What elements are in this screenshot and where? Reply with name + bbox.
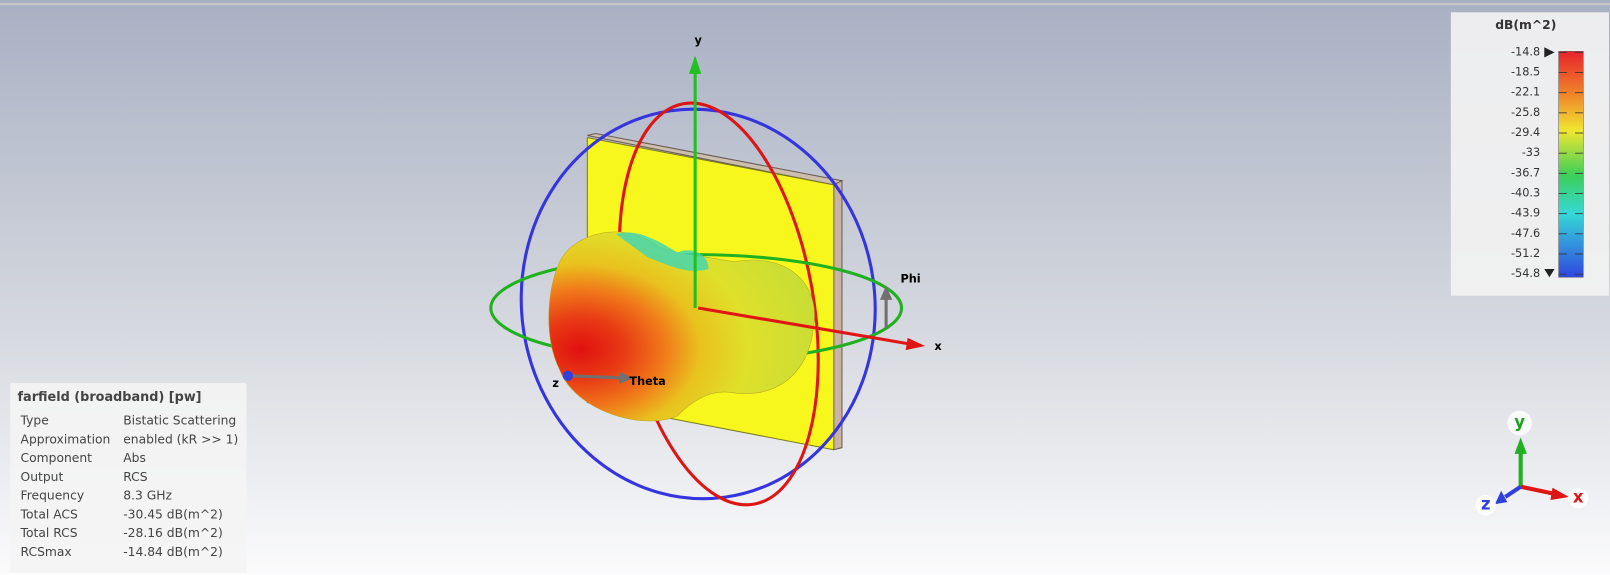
info-panel: [10, 382, 247, 573]
colorbar-tick-label: -54.8: [1511, 267, 1540, 280]
colorbar-tick-label: -25.8: [1511, 106, 1540, 119]
info-key: RCSmax: [21, 545, 72, 559]
colorbar-tick-label: -33: [1522, 146, 1540, 159]
triad-z: [1504, 484, 1522, 499]
x-label: x: [934, 340, 942, 353]
info-value: 8.3 GHz: [123, 489, 172, 503]
triad-x: [1520, 484, 1555, 496]
info-value: -14.84 dB(m^2): [123, 545, 223, 559]
info-title: farfield (broadband) [pw]: [17, 390, 201, 405]
theta-axis: [569, 374, 622, 380]
colorbar-tick-label: -43.9: [1511, 207, 1540, 220]
triad-y-bg: [1507, 410, 1532, 436]
colorbar-tick-label: -18.5: [1511, 66, 1540, 79]
x-axis: [697, 306, 910, 346]
info-key: Total RCS: [20, 526, 78, 540]
triad-y-label: y: [1514, 413, 1525, 432]
triad-x-label: x: [1573, 487, 1584, 506]
y-label: y: [695, 34, 703, 47]
info-key: Frequency: [21, 489, 85, 503]
info-key: Type: [20, 413, 49, 427]
triad-z-bg: [1475, 494, 1497, 516]
colorbar-tick-label: -14.8: [1511, 45, 1540, 58]
info-value: -30.45 dB(m^2): [123, 507, 223, 521]
info-key: Approximation: [21, 432, 111, 446]
info-value: -28.16 dB(m^2): [123, 526, 223, 540]
colorbar-min-marker: [1544, 269, 1555, 278]
info-key: Component: [21, 451, 93, 465]
colorbar-max-marker: [1544, 47, 1555, 58]
triad-z-arrow: [1495, 490, 1508, 505]
colorbar-tick-label: -22.1: [1511, 86, 1540, 99]
z-marker: [562, 370, 573, 381]
theta-label: Theta: [629, 375, 665, 388]
phi-label: Phi: [900, 272, 920, 285]
phi-arrow: [879, 285, 893, 300]
colorbar-tick-label: -51.2: [1511, 247, 1540, 260]
colorbar-title: dB(m^2): [1495, 18, 1556, 32]
triad-x-arrow: [1550, 487, 1569, 501]
colorbar-tick-label: -40.3: [1511, 187, 1540, 200]
triad-y-arrow: [1514, 437, 1527, 454]
triad-x-bg: [1567, 487, 1589, 509]
z-label: z: [552, 377, 559, 390]
y-arrow: [688, 55, 702, 74]
colorbar-tick-label: -29.4: [1511, 126, 1540, 139]
info-key: Output: [21, 470, 64, 484]
info-value: RCS: [123, 470, 148, 484]
info-key: Total ACS: [20, 507, 78, 521]
colorbar-tick-label: -36.7: [1511, 166, 1540, 179]
colorbar: [1558, 51, 1584, 278]
theta-arrow: [619, 371, 634, 385]
info-value: Abs: [123, 451, 146, 465]
rcs-pattern-low: [616, 232, 709, 271]
info-value: Bistatic Scattering: [123, 413, 236, 427]
colorbar-tick-label: -47.6: [1511, 227, 1540, 240]
info-value: enabled (kR >> 1): [123, 432, 238, 446]
triad-z-label: z: [1481, 495, 1491, 514]
plate-side: [833, 179, 843, 451]
